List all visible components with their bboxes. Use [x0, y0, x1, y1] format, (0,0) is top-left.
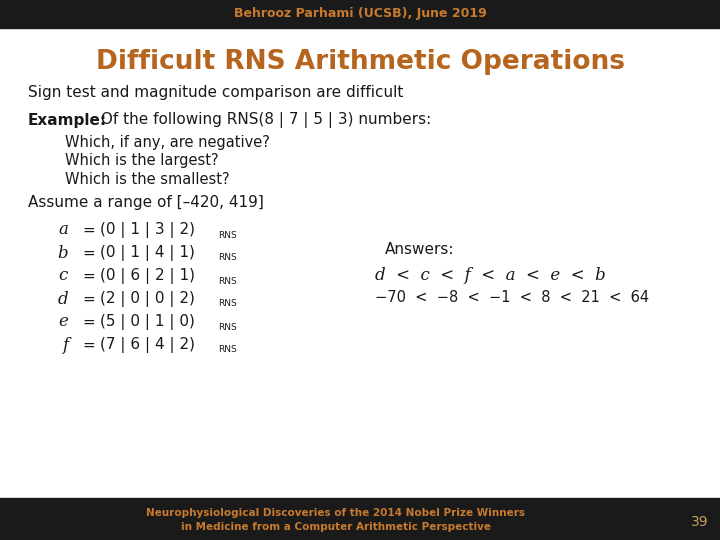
- Text: d  <  c  <  f  <  a  <  e  <  b: d < c < f < a < e < b: [375, 267, 606, 284]
- Text: RNS: RNS: [218, 346, 237, 354]
- Text: −70  <  −8  <  −1  <  8  <  21  <  64: −70 < −8 < −1 < 8 < 21 < 64: [375, 291, 649, 306]
- Text: RNS: RNS: [218, 253, 237, 262]
- Text: a: a: [58, 221, 68, 239]
- Text: (0 | 1 | 4 | 1): (0 | 1 | 4 | 1): [100, 245, 195, 261]
- Text: =: =: [82, 292, 95, 307]
- Text: Sign test and magnitude comparison are difficult: Sign test and magnitude comparison are d…: [28, 84, 403, 99]
- Text: (2 | 0 | 0 | 2): (2 | 0 | 0 | 2): [100, 291, 195, 307]
- Text: Neurophysiological Discoveries of the 2014 Nobel Prize Winners: Neurophysiological Discoveries of the 20…: [146, 508, 526, 518]
- Text: =: =: [82, 246, 95, 260]
- Text: Which is the smallest?: Which is the smallest?: [65, 172, 230, 186]
- Text: Of the following RNS(8 | 7 | 5 | 3) numbers:: Of the following RNS(8 | 7 | 5 | 3) numb…: [96, 112, 431, 128]
- Text: b: b: [58, 245, 68, 261]
- Text: =: =: [82, 222, 95, 238]
- Text: =: =: [82, 338, 95, 353]
- Text: Answers:: Answers:: [385, 242, 454, 258]
- Text: RNS: RNS: [218, 231, 237, 240]
- Text: c: c: [59, 267, 68, 285]
- Text: Which, if any, are negative?: Which, if any, are negative?: [65, 136, 270, 151]
- Text: RNS: RNS: [218, 322, 237, 332]
- Text: RNS: RNS: [218, 300, 237, 308]
- Text: in Medicine from a Computer Arithmetic Perspective: in Medicine from a Computer Arithmetic P…: [181, 522, 491, 532]
- Bar: [0, 0, 720, 28]
- Text: Behrooz Parhami (UCSB), June 2019: Behrooz Parhami (UCSB), June 2019: [233, 8, 487, 21]
- Text: (0 | 6 | 2 | 1): (0 | 6 | 2 | 1): [100, 268, 195, 284]
- Text: d: d: [58, 291, 68, 307]
- Text: (7 | 6 | 4 | 2): (7 | 6 | 4 | 2): [100, 337, 195, 353]
- Text: e: e: [58, 314, 68, 330]
- Text: Difficult RNS Arithmetic Operations: Difficult RNS Arithmetic Operations: [96, 49, 624, 75]
- Text: RNS: RNS: [218, 276, 237, 286]
- Text: Example:: Example:: [28, 112, 107, 127]
- Text: (0 | 1 | 3 | 2): (0 | 1 | 3 | 2): [100, 222, 195, 238]
- Text: Assume a range of [–420, 419]: Assume a range of [–420, 419]: [28, 195, 264, 211]
- Text: =: =: [82, 314, 95, 329]
- Text: =: =: [82, 268, 95, 284]
- Text: Which is the largest?: Which is the largest?: [65, 153, 219, 168]
- Text: f: f: [62, 336, 68, 354]
- Text: 39: 39: [691, 515, 708, 529]
- Bar: [0, 498, 720, 540]
- Text: (5 | 0 | 1 | 0): (5 | 0 | 1 | 0): [100, 314, 195, 330]
